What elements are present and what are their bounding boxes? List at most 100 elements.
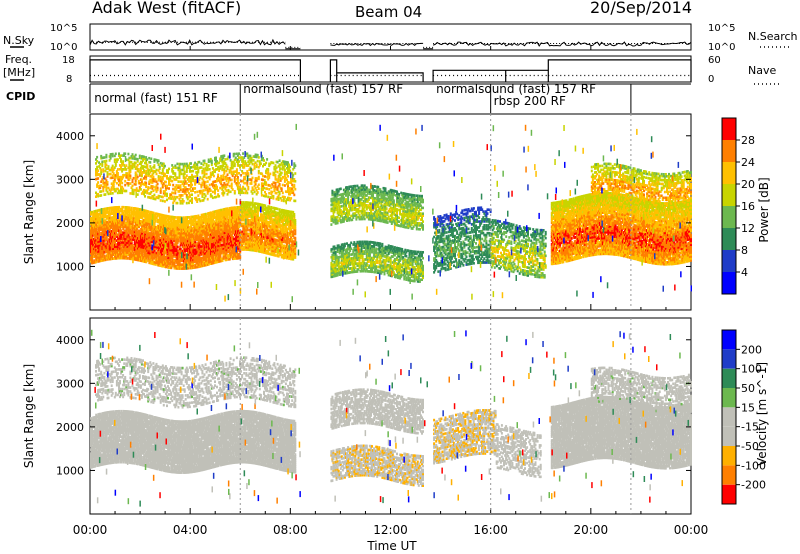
data-cell <box>97 193 99 196</box>
data-cell <box>122 160 124 163</box>
data-cell <box>129 175 131 178</box>
data-cell <box>112 165 114 168</box>
data-cell <box>116 182 118 185</box>
cpid-entry: rbsp 200 RF <box>494 94 566 108</box>
data-cell <box>99 163 101 166</box>
station-title: Adak West (fitACF) <box>92 0 241 17</box>
data-cell <box>168 168 170 171</box>
data-cell <box>131 207 133 210</box>
data-cell <box>137 164 139 167</box>
data-cell <box>177 180 179 183</box>
data-cell <box>132 185 134 188</box>
data-cell <box>127 257 129 260</box>
data-cell <box>100 184 102 187</box>
nsky-label: N.Sky <box>3 34 35 47</box>
data-cell <box>159 195 161 198</box>
data-cell <box>153 164 155 167</box>
noise-right-tick-bottom: 10^0 <box>708 42 735 53</box>
data-cell <box>120 158 122 161</box>
data-cell <box>100 194 102 197</box>
data-cell <box>156 173 158 176</box>
data-cell <box>101 161 103 164</box>
data-cell <box>165 181 167 184</box>
data-cell <box>105 154 107 157</box>
data-cell <box>124 152 126 155</box>
data-cell <box>122 206 124 209</box>
data-cell <box>159 166 161 169</box>
data-cell <box>124 180 126 183</box>
data-cell <box>169 183 171 186</box>
data-cell <box>158 159 160 162</box>
data-cell <box>294 219 296 222</box>
data-cell <box>293 213 295 216</box>
data-cell <box>160 187 162 190</box>
cpid-label: CPID <box>6 90 35 103</box>
data-cell <box>277 208 279 211</box>
data-cell <box>125 190 127 193</box>
data-cell <box>166 199 168 202</box>
data-cell <box>175 216 177 219</box>
data-cell <box>174 172 176 175</box>
data-cell <box>104 193 106 196</box>
noise-left-tick-bottom: 10^0 <box>50 42 77 53</box>
cpid-entry: normal (fast) 151 RF <box>94 91 218 105</box>
data-cell <box>97 177 99 180</box>
freq-label: Freq. <box>5 53 32 66</box>
data-cell <box>100 169 102 172</box>
data-cell <box>175 167 177 170</box>
noise-right-tick-top: 10^5 <box>708 23 735 34</box>
data-cell <box>100 190 102 193</box>
data-cell <box>170 176 172 179</box>
data-cell <box>141 179 143 182</box>
data-cell <box>168 187 170 190</box>
data-cell <box>105 164 107 167</box>
data-cell <box>166 185 168 188</box>
data-cell <box>176 163 178 166</box>
data-cell <box>117 158 119 161</box>
data-cell <box>270 206 272 209</box>
data-cell <box>164 165 166 168</box>
data-cell <box>105 160 107 163</box>
data-cell <box>145 170 147 173</box>
data-cell <box>149 161 151 164</box>
data-cell <box>117 168 119 171</box>
data-cell <box>166 193 168 196</box>
data-cell <box>157 183 159 186</box>
data-cell <box>176 202 178 205</box>
data-cell <box>96 160 98 163</box>
data-cell <box>143 169 145 172</box>
data-cell <box>120 154 122 157</box>
data-cell <box>164 173 166 176</box>
data-cell <box>97 181 99 184</box>
data-cell <box>135 154 137 157</box>
data-cell <box>108 165 110 168</box>
data-cell <box>162 196 164 199</box>
radar-summary-plot: Adak West (fitACF) Beam 04 20/Sep/2014 N… <box>0 0 800 554</box>
data-cell <box>107 181 109 184</box>
data-cell <box>176 176 178 179</box>
data-cell <box>112 153 114 156</box>
noise-left-tick-top: 10^5 <box>50 23 77 34</box>
freq-left-tick-top: 18 <box>62 55 75 66</box>
data-cell <box>156 169 158 172</box>
data-cell <box>102 168 104 171</box>
data-cell <box>118 176 120 179</box>
data-cell <box>108 193 110 196</box>
date-title: 20/Sep/2014 <box>590 0 692 17</box>
data-cell <box>152 189 154 192</box>
data-cell <box>172 192 174 195</box>
freq-unit-label: [MHz] <box>3 66 35 79</box>
data-cell <box>121 182 123 185</box>
data-cell <box>137 193 139 196</box>
data-cell <box>145 182 147 185</box>
nave-label: Nave <box>748 64 776 77</box>
data-cell <box>97 169 99 172</box>
data-cell <box>107 171 109 174</box>
cpid-entry: normalsound (fast) 157 RF <box>436 82 596 96</box>
data-cell <box>103 156 105 159</box>
data-cell <box>124 184 126 187</box>
data-cell <box>96 156 98 159</box>
data-cell <box>96 166 98 169</box>
data-cell <box>147 186 149 189</box>
